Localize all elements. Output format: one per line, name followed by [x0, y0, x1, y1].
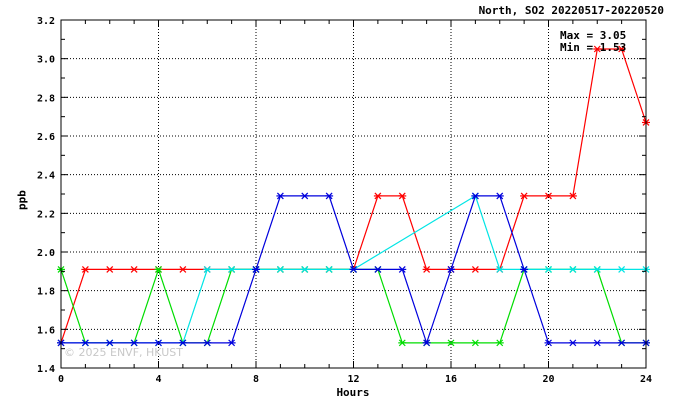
series-3-point: [617, 265, 626, 273]
x-tick-label: 0: [58, 374, 64, 385]
series-3-point: [300, 265, 309, 273]
series-1-point: [81, 265, 90, 273]
watermark: © 2025 ENVF, HKUST: [64, 346, 183, 359]
y-tick-label: 2.2: [37, 209, 55, 220]
series-3-point: [568, 265, 577, 273]
series-4-point: [544, 339, 553, 347]
series-1-point: [373, 192, 382, 200]
y-tick-label: 3.2: [37, 16, 55, 27]
series-3-point: [203, 265, 212, 273]
x-axis-label: Hours: [336, 386, 370, 399]
min-annotation: Min = 1.53: [560, 41, 627, 54]
series-4-point: [447, 265, 455, 273]
series-3-point: [325, 265, 334, 273]
series-4-point: [617, 339, 626, 347]
series-4-point: [495, 192, 504, 200]
series-1-point: [593, 45, 602, 53]
series-4-point: [276, 192, 285, 200]
series-4-point: [325, 192, 334, 200]
series-2-point: [471, 339, 480, 347]
series-1-point: [130, 265, 139, 273]
series-4-point: [373, 265, 382, 273]
series-lines: [57, 45, 650, 347]
y-tick-label: 2.0: [37, 248, 55, 259]
series-4-point: [593, 339, 602, 347]
stats-box: Max = 3.05 Min = 1.53: [560, 30, 626, 54]
y-tick-label: 2.6: [37, 132, 55, 143]
series-4-point: [471, 192, 480, 200]
series-4-point: [81, 339, 90, 347]
series-line-2: [60, 267, 646, 344]
x-tick-label: 4: [155, 374, 161, 385]
series-4-point: [203, 339, 212, 347]
x-tick-label: 24: [640, 374, 652, 385]
series-4-point: [252, 265, 260, 273]
x-tick-label: 16: [445, 374, 457, 385]
y-tick-label: 1.6: [37, 325, 55, 336]
series-2-point: [154, 265, 163, 273]
grid-lines: [61, 20, 646, 368]
series-4-point: [349, 265, 358, 273]
series-1-point: [422, 265, 431, 273]
series-1-point: [568, 192, 577, 200]
y-tick-label: 2.4: [37, 171, 55, 182]
series-4-point: [178, 339, 187, 347]
y-axis-label: ppb: [15, 190, 29, 210]
series-4-point: [105, 339, 114, 347]
y-tick-label: 1.8: [37, 287, 55, 298]
y-tick-label: 3.0: [37, 55, 55, 66]
x-tick-label: 12: [347, 374, 359, 385]
series-4-point: [300, 192, 309, 200]
series-2-point: [398, 339, 407, 347]
series-1-point: [398, 192, 407, 200]
series-4-point: [398, 265, 407, 273]
series-4-point: [422, 339, 431, 347]
chart-title: North, SO2 20220517-20220520: [478, 4, 664, 17]
series-4-point: [568, 339, 577, 347]
x-tick-label: 8: [253, 374, 259, 385]
series-1-point: [520, 192, 529, 200]
series-2-point: [447, 339, 455, 347]
series-3-point: [276, 265, 285, 273]
series-3-point: [544, 265, 553, 273]
plot-frame: [60, 19, 647, 369]
series-1-point: [544, 192, 553, 200]
series-4-point: [130, 339, 139, 347]
series-2-point: [495, 339, 504, 347]
series-3-point: [593, 265, 602, 273]
series-3-point: [227, 265, 236, 273]
series-4-point: [154, 339, 163, 347]
series-3-point: [495, 265, 504, 273]
series-1-point: [617, 45, 626, 53]
series-1-point: [471, 265, 480, 273]
axis-ticks: 0 4 8 12 16 20 24 1.4 1.6 1.8 2.0 2.2 2.4 2.6 2.8 3.0 3.…: [37, 16, 652, 385]
series-4-point: [227, 339, 236, 347]
series-1-point: [178, 265, 187, 273]
y-tick-label: 2.8: [37, 93, 55, 104]
y-tick-label: 1.4: [37, 364, 55, 375]
series-1-point: [105, 265, 114, 273]
x-tick-label: 20: [542, 374, 554, 385]
max-annotation: Max = 3.05: [560, 29, 627, 42]
series-4-point: [520, 265, 529, 273]
